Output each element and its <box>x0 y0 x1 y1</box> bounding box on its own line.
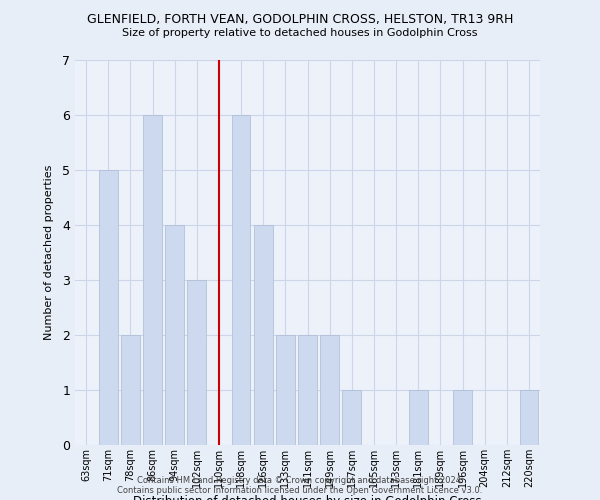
Bar <box>254 225 272 445</box>
Bar <box>409 390 428 445</box>
Y-axis label: Number of detached properties: Number of detached properties <box>44 165 54 340</box>
Bar <box>121 335 140 445</box>
Bar <box>99 170 118 445</box>
Bar <box>143 115 162 445</box>
Bar <box>343 390 361 445</box>
Bar <box>165 225 184 445</box>
Bar <box>276 335 295 445</box>
Text: Size of property relative to detached houses in Godolphin Cross: Size of property relative to detached ho… <box>122 28 478 38</box>
Bar <box>320 335 339 445</box>
Text: Contains HM Land Registry data © Crown copyright and database right 2024.
Contai: Contains HM Land Registry data © Crown c… <box>118 476 482 495</box>
Bar <box>187 280 206 445</box>
Bar <box>520 390 538 445</box>
Text: GLENFIELD, FORTH VEAN, GODOLPHIN CROSS, HELSTON, TR13 9RH: GLENFIELD, FORTH VEAN, GODOLPHIN CROSS, … <box>87 12 513 26</box>
Bar <box>232 115 250 445</box>
Bar <box>298 335 317 445</box>
Bar <box>453 390 472 445</box>
X-axis label: Distribution of detached houses by size in Godolphin Cross: Distribution of detached houses by size … <box>133 496 482 500</box>
